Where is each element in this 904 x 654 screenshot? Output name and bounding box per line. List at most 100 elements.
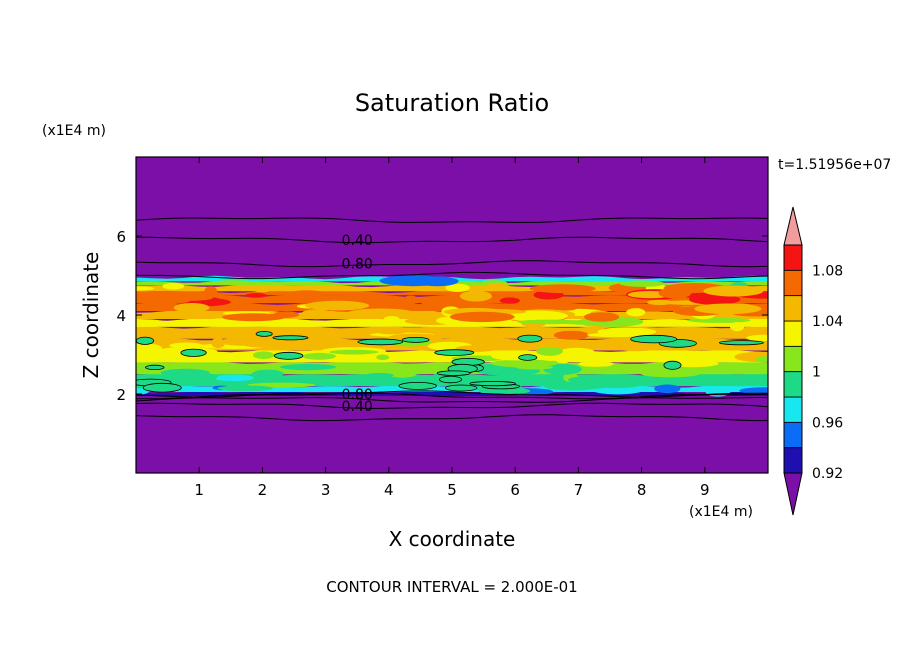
contour-interval-label: CONTOUR INTERVAL = 2.000E-01 — [326, 578, 577, 596]
y-axis-label: Z coordinate — [79, 252, 103, 379]
field-streak — [557, 347, 596, 359]
field-streak — [136, 343, 162, 353]
x-tick-label: 2 — [258, 481, 268, 499]
field-streak — [568, 375, 620, 384]
field-streak — [136, 319, 168, 328]
field-cell — [255, 330, 273, 337]
plot-area: 0.400.800.800.40 — [135, 156, 769, 474]
field-cell — [434, 349, 475, 356]
field-streak — [169, 342, 203, 349]
contour-label: 0.40 — [342, 399, 373, 415]
field-cell — [436, 370, 471, 376]
y-tick-label: 2 — [116, 386, 126, 404]
field-streak — [299, 294, 320, 301]
x-tick-label: 1 — [194, 481, 204, 499]
field-streak — [280, 364, 336, 371]
chart-title: Saturation Ratio — [355, 89, 549, 117]
field-streak — [658, 287, 692, 299]
field-streak — [421, 301, 474, 307]
field-streak — [626, 308, 646, 317]
field-streak — [459, 290, 492, 302]
field-streak — [703, 285, 764, 297]
field-cell — [439, 375, 462, 384]
y-tick-label: 4 — [116, 307, 126, 325]
field-streak — [484, 283, 509, 290]
field-streak — [222, 313, 285, 322]
field-streak — [300, 309, 332, 320]
field-streak — [686, 317, 751, 323]
contour-line — [136, 414, 768, 422]
field-streak — [739, 387, 768, 395]
field-streak — [305, 300, 370, 311]
field-streak — [730, 322, 745, 332]
field-cell — [398, 381, 437, 390]
field-streak — [578, 361, 614, 367]
field-streak — [499, 297, 520, 304]
contour-label: 0.80 — [342, 257, 373, 273]
field-streak — [402, 295, 419, 304]
x-unit-label: (x1E4 m) — [689, 504, 753, 520]
field-cell — [518, 354, 538, 361]
field-cell — [401, 336, 430, 343]
field-streak — [202, 373, 218, 380]
field-streak — [671, 283, 700, 289]
x-tick-label: 4 — [384, 481, 394, 499]
field-streak — [162, 282, 185, 290]
field-streak — [543, 363, 582, 375]
colorbar-top-arrow — [783, 206, 803, 246]
field-streak — [517, 379, 557, 385]
field-streak — [217, 385, 273, 392]
colorbar-tick-label: 0.96 — [812, 415, 843, 431]
contour-labels: 0.400.800.800.40 — [342, 233, 373, 415]
colorbar-segment — [783, 421, 803, 448]
x-tick-label: 8 — [637, 481, 647, 499]
field-streak — [146, 295, 192, 304]
contour-line — [136, 260, 768, 268]
field-streak — [136, 286, 155, 291]
colorbar-frame — [783, 244, 803, 474]
field-streak — [252, 369, 284, 378]
field-streak — [251, 284, 273, 293]
field-band — [136, 301, 768, 312]
field-streak — [213, 374, 254, 382]
field-streak — [387, 370, 417, 378]
field-streak — [498, 332, 550, 337]
x-axis-label: X coordinate — [389, 527, 516, 551]
saturation-streaks — [136, 275, 768, 397]
field-streak — [536, 346, 563, 356]
field-cell — [445, 384, 478, 392]
y-axis: 2 4 6 — [116, 228, 768, 404]
field-streak — [630, 367, 701, 376]
field-streak — [544, 341, 580, 348]
colorbar-segment — [783, 371, 803, 398]
field-streak — [517, 319, 584, 325]
colorbar-tick-label: 0.92 — [812, 466, 843, 482]
colorbar-bottom-arrow — [783, 472, 803, 516]
field-cell — [180, 348, 207, 357]
field-streak — [416, 276, 459, 287]
field-streak — [373, 326, 410, 335]
contour-lines — [136, 217, 768, 422]
field-cell — [357, 338, 404, 346]
colorbar-segment — [783, 244, 803, 271]
x-tick-label: 9 — [700, 481, 710, 499]
field-streak — [553, 330, 590, 340]
field-streak — [204, 286, 218, 297]
x-tick-label: 3 — [321, 481, 331, 499]
field-streak — [211, 337, 226, 349]
field-cell — [136, 336, 155, 345]
field-streak — [449, 311, 515, 323]
field-streak — [383, 316, 400, 322]
field-streak — [619, 280, 665, 287]
field-streak — [264, 320, 292, 326]
contour-line — [136, 271, 768, 280]
field-streak — [554, 304, 578, 311]
field-streak — [746, 334, 768, 341]
field-streak — [173, 303, 210, 313]
colorbar-tick-label: 1.04 — [812, 314, 843, 330]
time-label: t=1.51956e+07 — [778, 157, 891, 173]
colorbar-segment — [783, 269, 803, 296]
field-streak — [208, 280, 258, 286]
field-streak — [288, 290, 326, 298]
